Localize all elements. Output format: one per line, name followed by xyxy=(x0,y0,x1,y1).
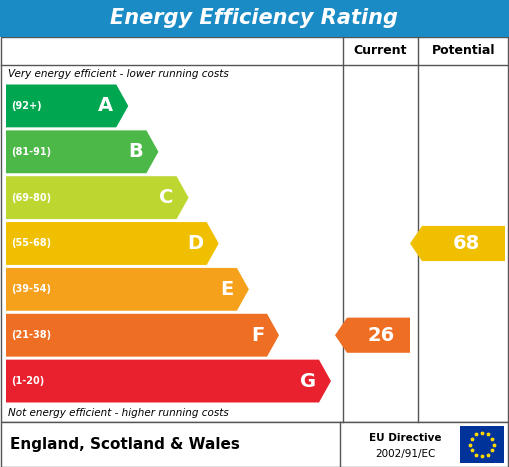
Text: A: A xyxy=(98,96,114,115)
Text: 26: 26 xyxy=(368,325,395,345)
Text: England, Scotland & Wales: England, Scotland & Wales xyxy=(10,437,240,452)
Polygon shape xyxy=(6,268,249,311)
Bar xyxy=(460,426,504,463)
Polygon shape xyxy=(6,130,158,173)
Text: F: F xyxy=(251,325,264,345)
Text: D: D xyxy=(188,234,204,253)
Polygon shape xyxy=(6,176,188,219)
Text: EU Directive: EU Directive xyxy=(369,433,441,443)
Text: (81-91): (81-91) xyxy=(11,147,51,157)
Polygon shape xyxy=(6,85,128,127)
Text: C: C xyxy=(159,188,174,207)
Text: (21-38): (21-38) xyxy=(11,330,51,340)
Text: (1-20): (1-20) xyxy=(11,376,44,386)
Text: Current: Current xyxy=(354,44,407,57)
Text: Energy Efficiency Rating: Energy Efficiency Rating xyxy=(110,8,399,28)
Text: Potential: Potential xyxy=(432,44,495,57)
Polygon shape xyxy=(6,222,219,265)
Text: E: E xyxy=(220,280,234,299)
Bar xyxy=(1,37,508,422)
Text: (39-54): (39-54) xyxy=(11,284,51,294)
Text: B: B xyxy=(129,142,144,161)
Polygon shape xyxy=(6,360,331,403)
Polygon shape xyxy=(335,318,410,353)
Polygon shape xyxy=(6,314,279,357)
Text: Very energy efficient - lower running costs: Very energy efficient - lower running co… xyxy=(8,69,229,79)
Bar xyxy=(0,0,509,37)
Text: Not energy efficient - higher running costs: Not energy efficient - higher running co… xyxy=(8,408,229,418)
Text: (55-68): (55-68) xyxy=(11,239,51,248)
Text: 68: 68 xyxy=(453,234,480,253)
Bar xyxy=(1,422,508,467)
Text: G: G xyxy=(300,372,316,390)
Text: (69-80): (69-80) xyxy=(11,193,51,203)
Polygon shape xyxy=(410,226,505,261)
Text: 2002/91/EC: 2002/91/EC xyxy=(375,448,435,459)
Text: (92+): (92+) xyxy=(11,101,42,111)
